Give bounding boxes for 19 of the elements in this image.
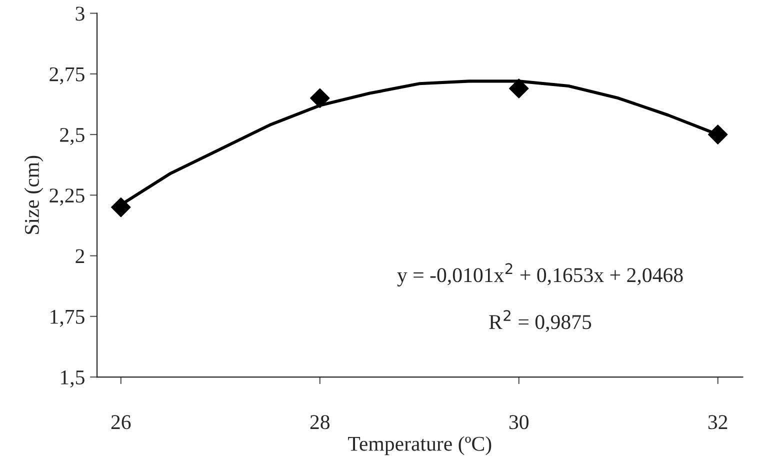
point: [111, 197, 131, 218]
y-tick-label: 2: [76, 249, 84, 263]
y-axis-title: Size (cm): [24, 156, 44, 234]
x-tick-label: 28: [310, 415, 330, 430]
x-tick-label: 32: [708, 415, 728, 430]
y-tick-label: 1,75: [50, 310, 84, 327]
x-tick-label: 26: [111, 415, 131, 430]
x-tick-label: 30: [509, 415, 528, 430]
y-tick-label: 2,5: [60, 128, 84, 145]
annotation: y = -0,0101x$^{2}$ + 0,1653x + 2,0468: [397, 263, 683, 286]
point: [708, 124, 728, 144]
y-tick-label: 3: [76, 6, 84, 21]
point: [509, 78, 529, 98]
annotation: R$^{2}$ = 0,9875: [489, 310, 592, 332]
point: [310, 88, 330, 108]
x-axis-title: Temperature (ºC): [348, 436, 492, 456]
y-tick-label: 2,25: [50, 188, 84, 206]
y-tick-label: 1,5: [61, 370, 84, 388]
y-tick-label: 2,75: [50, 67, 84, 84]
